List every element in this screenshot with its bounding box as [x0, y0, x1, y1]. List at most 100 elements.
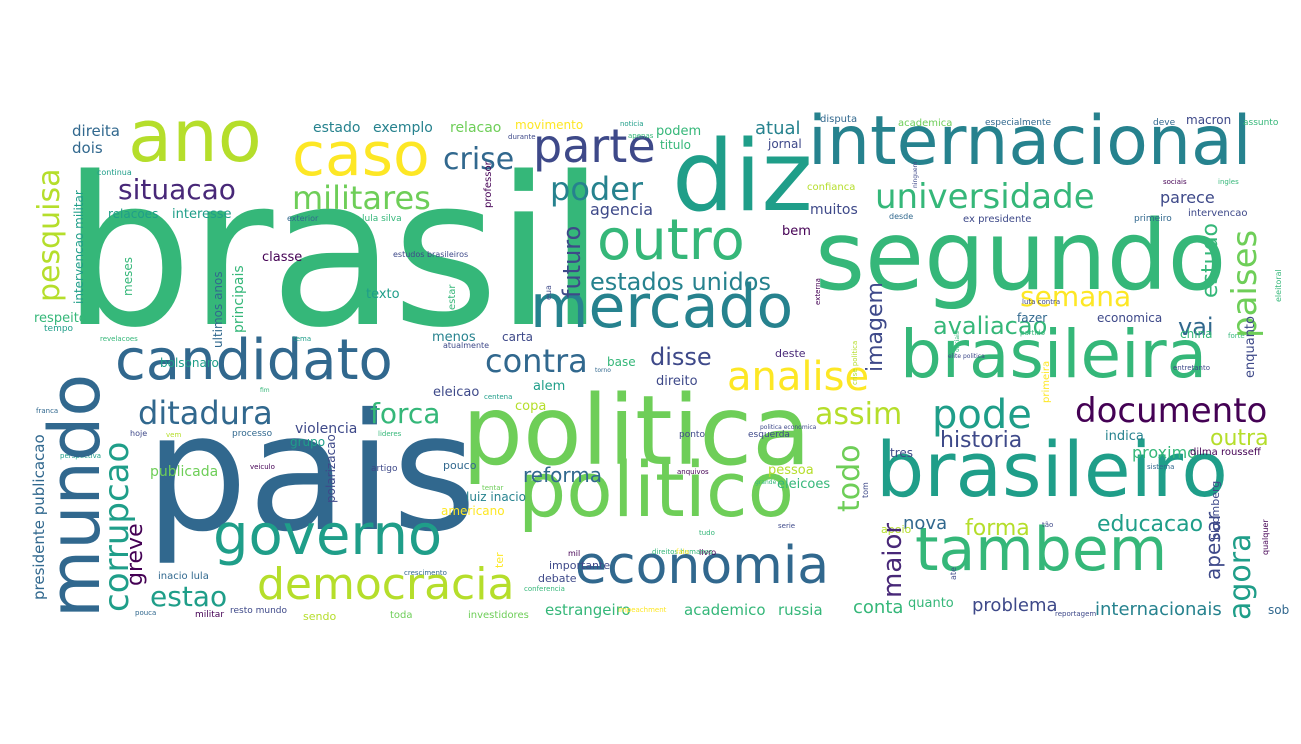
word: historia — [940, 428, 1023, 453]
word: parte — [533, 119, 656, 173]
word: carta — [502, 330, 533, 344]
word: quanto — [908, 596, 954, 611]
word: apoio — [881, 523, 912, 536]
word: bolsonaro — [160, 356, 219, 370]
word: forte — [1228, 332, 1245, 340]
word: economia — [575, 536, 830, 596]
word: toda — [390, 610, 413, 621]
word: grupo — [290, 435, 326, 449]
word: serie — [778, 522, 796, 530]
word: vem — [166, 431, 182, 439]
word: esquerda — [748, 430, 790, 440]
word: tom — [861, 482, 870, 498]
word: deve — [1153, 118, 1176, 128]
word: eleicao — [433, 385, 480, 400]
word: inacio lula — [158, 571, 209, 582]
word: forca — [370, 397, 441, 430]
word: universidade — [875, 177, 1095, 217]
word: eleicoes — [777, 477, 831, 492]
word: disse — [650, 343, 712, 371]
word: pesquisa — [32, 168, 67, 302]
word: interesse — [172, 207, 232, 222]
word: copa — [515, 399, 547, 414]
word: mil — [568, 549, 581, 558]
word: ate — [949, 567, 958, 580]
word: democracia — [257, 559, 515, 610]
word: pais — [145, 380, 477, 568]
word: processo — [232, 429, 273, 439]
word: maior — [878, 522, 908, 598]
word: livro — [699, 548, 717, 557]
word: ninguem — [912, 161, 919, 188]
word: relacao — [450, 120, 502, 136]
word: diz — [672, 120, 813, 234]
word: luta contra — [1022, 298, 1061, 306]
word: forma — [965, 516, 1030, 541]
word: enquanto — [1243, 316, 1258, 378]
word: greve — [123, 523, 148, 586]
word: economica — [1097, 311, 1163, 325]
word: situacao — [118, 173, 236, 206]
word: assim — [815, 397, 903, 432]
word: disputa — [820, 114, 858, 125]
word: tudo — [699, 529, 715, 537]
word: polarizacao — [324, 434, 338, 503]
word: qualquer — [1261, 519, 1270, 555]
word: presidente publicacao — [30, 434, 48, 600]
word: titulo — [660, 138, 692, 152]
word: fala — [676, 548, 689, 556]
word: partido — [1020, 329, 1046, 337]
word: tres — [890, 446, 914, 460]
word: nova — [903, 513, 948, 534]
word: atualmente — [443, 341, 490, 350]
word: artigo — [371, 464, 398, 474]
word: continua — [97, 168, 132, 177]
word: vai — [1178, 313, 1214, 341]
word: lula silva — [362, 214, 402, 224]
word: direita — [72, 122, 120, 140]
word: atual — [755, 118, 801, 139]
word: sendo — [303, 610, 337, 623]
word: intervencao militar — [72, 190, 86, 304]
word: fim — [260, 387, 270, 394]
word: russia — [778, 601, 823, 619]
word: impeachment — [618, 606, 667, 614]
word: bloomberg — [1209, 480, 1222, 540]
word: tão — [1042, 521, 1054, 529]
word: academica — [898, 118, 953, 129]
word: crise — [443, 142, 515, 177]
word: exterior — [287, 214, 319, 223]
word: proximo — [1132, 443, 1197, 462]
word: podem — [656, 124, 702, 139]
word: eua — [544, 285, 553, 300]
word: elite politica — [948, 353, 985, 360]
word: assunto — [1243, 118, 1279, 128]
word: militares — [292, 179, 431, 217]
word: bem — [782, 224, 811, 239]
word: publicada — [150, 464, 219, 480]
word: torno — [595, 367, 611, 374]
word: sistema — [1147, 463, 1175, 471]
word: estao — [150, 580, 228, 613]
word: perspectiva — [60, 452, 101, 460]
word: outra — [1210, 426, 1269, 451]
word: respeito — [34, 311, 87, 326]
word: estudo — [1198, 223, 1223, 298]
word: agencia — [590, 200, 653, 219]
word: china — [1180, 327, 1213, 341]
word: exemplo — [373, 120, 433, 136]
word: lideres — [378, 430, 402, 438]
word: movimento — [515, 118, 584, 132]
word: poder — [550, 170, 644, 208]
word: primeiro — [1134, 214, 1172, 224]
word: tema — [293, 335, 312, 343]
word: relacoes — [108, 207, 159, 221]
word: candidato — [115, 328, 393, 393]
word: caso — [292, 120, 430, 190]
word: tempo — [44, 324, 74, 334]
word: ter — [493, 552, 506, 568]
word: veiculo — [250, 463, 275, 471]
word: imagem — [863, 282, 888, 372]
word: americano — [441, 504, 505, 518]
word: durante — [508, 133, 536, 141]
